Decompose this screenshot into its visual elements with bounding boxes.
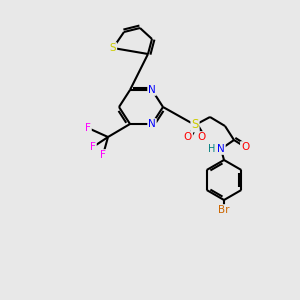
Text: O: O [184, 132, 192, 142]
Text: S: S [110, 43, 116, 53]
Text: Br: Br [218, 205, 230, 215]
Text: N: N [148, 119, 156, 129]
Text: F: F [100, 150, 106, 160]
Text: H: H [208, 144, 216, 154]
Text: O: O [241, 142, 249, 152]
Text: S: S [191, 118, 199, 131]
Text: F: F [85, 123, 91, 133]
Text: N: N [148, 85, 156, 95]
Text: F: F [90, 142, 96, 152]
Text: N: N [217, 144, 225, 154]
Text: O: O [198, 132, 206, 142]
